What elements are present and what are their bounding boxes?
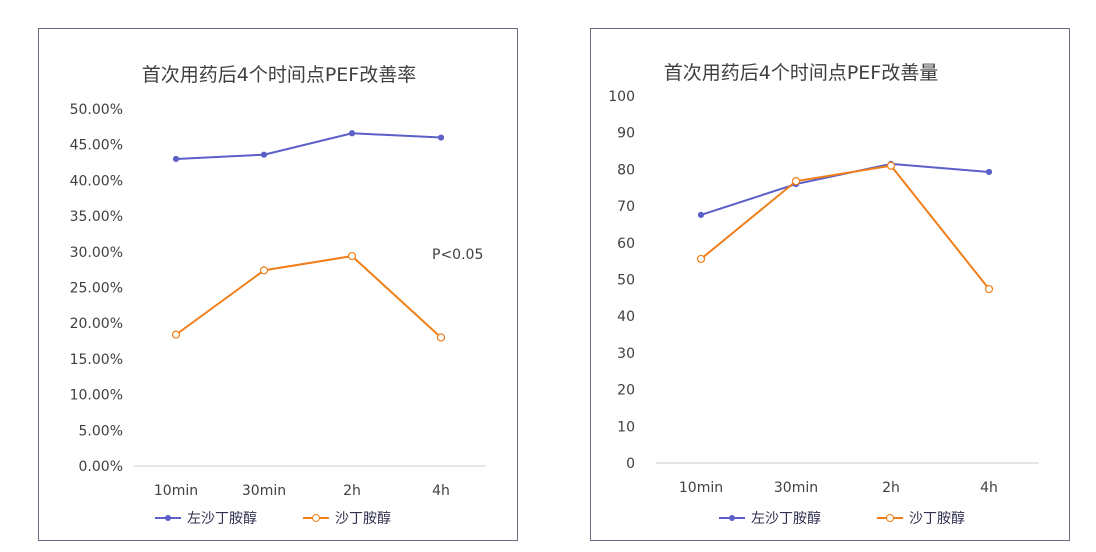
data-point: [886, 161, 896, 170]
annotation-text: P<0.05: [432, 247, 483, 263]
series-line-1: [700, 164, 990, 290]
y-tick-label: 35.00%: [70, 209, 123, 225]
x-tick-label: 2h: [882, 480, 900, 496]
y-tick-label: 90: [617, 126, 635, 142]
data-point: [985, 168, 993, 176]
x-tick-label: 10min: [154, 483, 198, 499]
legend-label: 沙丁胺醇: [335, 510, 391, 527]
y-tick-label: 40: [617, 309, 635, 325]
x-tick-label: 2h: [343, 483, 361, 499]
y-tick-label: 45.00%: [70, 138, 123, 154]
y-tick-label: 100: [608, 89, 635, 105]
data-point: [260, 151, 268, 158]
y-tick-label: 70: [617, 199, 635, 215]
series-line-0: [175, 132, 442, 160]
legend-label: 左沙丁胺醇: [187, 510, 257, 527]
data-point: [436, 333, 446, 342]
chart-title: 首次用药后4个时间点PEF改善量: [664, 62, 938, 84]
y-tick-label: 40.00%: [70, 173, 123, 189]
data-point: [697, 211, 705, 219]
legend-label: 沙丁胺醇: [909, 510, 965, 527]
y-tick-label: 30.00%: [70, 245, 123, 261]
y-tick-label: 50: [617, 273, 635, 289]
data-point: [348, 130, 356, 137]
y-tick-label: 0: [626, 456, 635, 472]
y-tick-label: 10: [617, 419, 635, 435]
legend-swatch-marker: [729, 515, 735, 521]
legend-swatch-marker: [886, 514, 894, 522]
data-point: [172, 155, 180, 163]
legend-swatch-marker: [165, 515, 171, 521]
data-point: [984, 284, 994, 294]
x-tick-label: 10min: [679, 480, 723, 496]
data-point: [437, 134, 445, 141]
y-tick-label: 20: [617, 383, 635, 399]
chart-title: 首次用药后4个时间点PEF改善率: [142, 64, 416, 86]
y-tick-label: 60: [617, 236, 635, 252]
y-tick-label: 30: [617, 346, 635, 362]
y-tick-label: 5.00%: [79, 423, 123, 439]
chart-panel-rate: 首次用药后4个时间点PEF改善率 0.00% 5.00% 10.00% 15.00% 20…: [38, 28, 518, 541]
x-tick-label: 4h: [432, 483, 450, 499]
x-tick-label: 4h: [980, 480, 998, 496]
chart-rate: 首次用药后4个时间点PEF改善率 0.00% 5.00% 10.00% 15.00% 20…: [70, 64, 486, 527]
series-line-1: [175, 255, 442, 339]
data-point: [259, 266, 269, 275]
data-point: [696, 254, 706, 264]
legend-swatch-marker: [312, 514, 320, 522]
data-point: [347, 251, 357, 261]
legend-label: 左沙丁胺醇: [751, 510, 821, 527]
x-tick-label: 30min: [242, 483, 286, 499]
data-point: [791, 177, 801, 186]
y-tick-label: 20.00%: [70, 316, 123, 332]
data-point: [171, 330, 181, 339]
y-tick-label: 25.00%: [70, 281, 123, 297]
x-tick-label: 30min: [774, 480, 818, 496]
y-tick-label: 15.00%: [70, 352, 123, 368]
y-tick-label: 50.00%: [70, 102, 123, 118]
series-line-0: [700, 162, 990, 216]
y-tick-label: 80: [617, 162, 635, 178]
chart-amount: 首次用药后4个时间点PEF改善量 0 10 20 30 40 50 60 70 80 90 100 10…: [608, 62, 1039, 527]
y-tick-label: 10.00%: [70, 388, 123, 404]
y-tick-label: 0.00%: [79, 459, 123, 475]
chart-panel-amount: 首次用药后4个时间点PEF改善量 0 10 20 30 40 50 60 70 80 90 100 10…: [590, 28, 1070, 541]
